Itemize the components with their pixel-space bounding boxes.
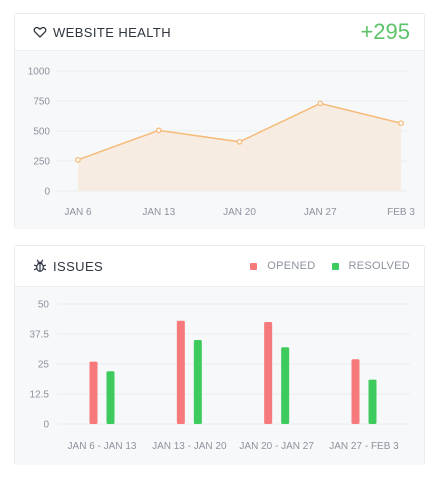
legend-resolved-label: RESOLVED	[348, 260, 410, 272]
bar-resolved	[193, 340, 202, 424]
x-tick-label: JAN 27 - FEB 3	[329, 441, 399, 452]
bar-resolved	[368, 379, 377, 424]
y-tick-label: 25	[38, 360, 50, 371]
health-chart-area: 0 250 500 750 1000 JAN 6 JAN 13 JAN 20 JAN 27 FEB…	[15, 51, 424, 229]
website-health-card: WEBSITE HEALTH +295 0 250 500 750 1000 JAN 6 J…	[14, 13, 425, 229]
data-point	[155, 127, 162, 134]
bar-opened	[351, 359, 360, 424]
x-tick-label: FEB 3	[387, 207, 415, 218]
y-tick-label: 50	[38, 300, 50, 311]
health-line-chart: 0 250 500 750 1000 JAN 6 JAN 13 JAN 20 JAN 27 FEB…	[28, 67, 416, 219]
x-tick-label: JAN 13 - JAN 20	[152, 441, 227, 452]
bar-resolved	[106, 371, 115, 424]
y-tick-label: 0	[44, 187, 50, 198]
issues-title: ISSUES	[53, 258, 104, 274]
x-tick-label: JAN 13	[142, 207, 175, 218]
issues-header: ISSUES OPENED RESOLVED	[15, 246, 424, 287]
legend-opened-label: OPENED	[267, 260, 316, 272]
x-tick-label: JAN 20 - JAN 27	[239, 441, 314, 452]
bar-opened	[176, 320, 185, 424]
legend-item-resolved: RESOLVED	[331, 260, 411, 272]
website-health-header: WEBSITE HEALTH +295	[15, 14, 424, 51]
issues-legend: OPENED RESOLVED	[234, 260, 410, 272]
legend-item-opened: OPENED	[250, 260, 315, 272]
opened-swatch	[250, 262, 258, 270]
health-total-value: +295	[360, 19, 410, 44]
data-point	[317, 100, 324, 107]
x-tick-label: JAN 6 - JAN 13	[68, 441, 137, 452]
website-health-title: WEBSITE HEALTH	[53, 24, 172, 40]
resolved-swatch	[331, 262, 339, 270]
y-tick-label: 0	[43, 420, 49, 431]
bar-resolved	[281, 347, 290, 424]
y-tick-label: 750	[33, 97, 50, 108]
issues-bar-chart: 0 12.5 25 37.5 50 JAN 6 - JAN 13 JAN 13 - JAN …	[30, 300, 410, 452]
heart-icon	[33, 25, 47, 39]
issues-chart-area: 0 12.5 25 37.5 50 JAN 6 - JAN 13 JAN 13 - JAN …	[15, 287, 424, 465]
y-tick-label: 1000	[28, 67, 51, 78]
y-tick-label: 37.5	[30, 330, 50, 341]
data-point	[398, 120, 404, 127]
y-tick-label: 250	[33, 157, 50, 168]
bug-icon	[33, 259, 47, 273]
bar-opened	[264, 322, 273, 424]
x-tick-label: JAN 20	[223, 207, 256, 218]
data-point	[75, 156, 81, 163]
x-tick-label: JAN 27	[304, 207, 337, 218]
y-tick-label: 12.5	[30, 390, 50, 401]
area-fill	[78, 103, 401, 191]
x-tick-label: JAN 6	[64, 207, 92, 218]
bar-opened	[89, 361, 98, 424]
data-point	[236, 138, 243, 145]
issues-card: ISSUES OPENED RESOLVED 0 12.5 25 37.5 50 JAN …	[14, 245, 425, 465]
y-tick-label: 500	[33, 127, 50, 138]
